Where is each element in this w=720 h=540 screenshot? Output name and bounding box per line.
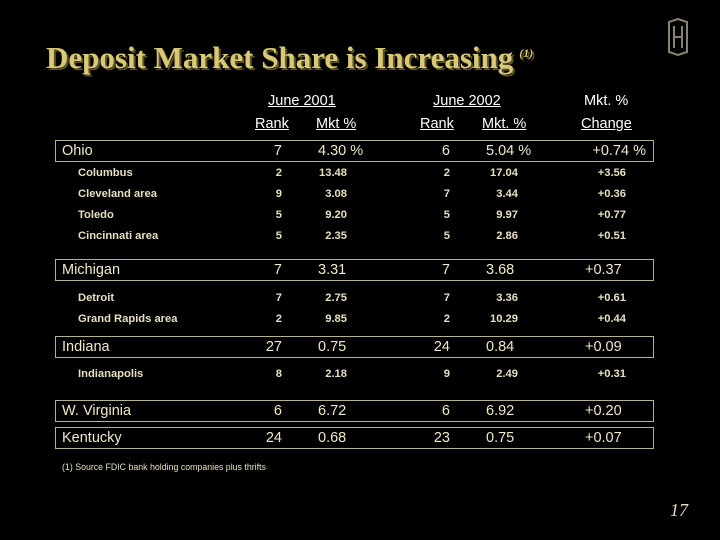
change: +0.51 (597, 230, 626, 242)
row-name: Michigan (62, 262, 121, 278)
rank-2001: 8 (275, 368, 282, 380)
mkt-2001: 0.68 (318, 430, 347, 446)
change: +0.74 % (592, 143, 646, 159)
rank-2001: 5 (275, 209, 282, 221)
footnote: (1) Source FDIC bank holding companies p… (62, 462, 266, 472)
mkt-2002: 2.86 (496, 230, 518, 242)
mkt-2001: 13.48 (319, 167, 347, 179)
rank-2002: 7 (441, 262, 450, 278)
header-june-2001: June 2001 (268, 93, 336, 109)
change: +0.20 (585, 403, 622, 419)
row-box-ohio (55, 140, 654, 162)
header-rank-2001: Rank (255, 116, 289, 132)
row-name: Ohio (62, 143, 93, 159)
row-name: Cleveland area (78, 188, 157, 200)
mkt-2001: 3.31 (318, 262, 347, 278)
rank-2002: 23 (433, 430, 450, 446)
mkt-2001: 4.30 % (318, 143, 364, 159)
mkt-2002: 10.29 (490, 313, 518, 325)
header-mkt-pct: Mkt. % (584, 93, 629, 109)
rank-2001: 2 (275, 167, 282, 179)
rank-2002: 6 (441, 143, 450, 159)
mkt-2001: 9.85 (325, 313, 347, 325)
change: +3.56 (597, 167, 626, 179)
rank-2001: 9 (275, 188, 282, 200)
rank-2002: 6 (441, 403, 450, 419)
change: +0.77 (597, 209, 626, 221)
change: +0.31 (597, 368, 626, 380)
rank-2002: 2 (443, 167, 450, 179)
row-name: Kentucky (62, 430, 122, 446)
row-box-michigan (55, 259, 654, 281)
rank-2002: 24 (433, 339, 450, 355)
header-rank-2002: Rank (420, 116, 454, 132)
mkt-2001: 6.72 (318, 403, 347, 419)
rank-2001: 2 (275, 313, 282, 325)
mkt-2002: 0.75 (486, 430, 515, 446)
row-name: Cincinnati area (78, 230, 159, 242)
rank-2002: 2 (443, 313, 450, 325)
row-name: Detroit (78, 292, 115, 304)
rank-2001: 7 (273, 262, 282, 278)
change: +0.37 (585, 262, 622, 278)
mkt-2002: 3.44 (496, 188, 518, 200)
rank-2001: 27 (265, 339, 282, 355)
change: +0.44 (597, 313, 626, 325)
rank-2002: 9 (443, 368, 450, 380)
header-june-2002: June 2002 (433, 93, 501, 109)
rank-2002: 7 (443, 292, 450, 304)
mkt-2001: 0.75 (318, 339, 347, 355)
title-footnote-marker: (1) (519, 45, 534, 60)
title-text: Deposit Market Share is Increasing (46, 40, 514, 75)
header-mkt-2002: Mkt. % (482, 116, 527, 132)
row-name: Indiana (62, 339, 110, 355)
rank-2002: 5 (443, 209, 450, 221)
mkt-2002: 0.84 (486, 339, 515, 355)
rank-2001: 5 (275, 230, 282, 242)
header-mkt-2001: Mkt % (316, 116, 357, 132)
mkt-2001: 2.18 (325, 368, 347, 380)
row-name: Columbus (78, 167, 133, 179)
row-box-kentucky (55, 427, 654, 449)
mkt-2001: 9.20 (325, 209, 347, 221)
mkt-2001: 3.08 (325, 188, 347, 200)
change: +0.36 (597, 188, 626, 200)
page-title: Deposit Market Share is Increasing (1) (46, 40, 533, 76)
rank-2002: 7 (443, 188, 450, 200)
mkt-2002: 6.92 (486, 403, 515, 419)
row-name: W. Virginia (62, 403, 132, 419)
row-name: Grand Rapids area (78, 313, 178, 325)
rank-2002: 5 (443, 230, 450, 242)
rank-2001: 7 (273, 143, 282, 159)
mkt-2002: 9.97 (496, 209, 518, 221)
mkt-2002: 2.49 (496, 368, 518, 380)
rank-2001: 6 (273, 403, 282, 419)
row-name: Toledo (78, 209, 114, 221)
rank-2001: 24 (265, 430, 282, 446)
mkt-2002: 5.04 % (486, 143, 532, 159)
row-name: Indianapolis (78, 368, 144, 380)
mkt-2002: 3.36 (496, 292, 518, 304)
mkt-2001: 2.75 (325, 292, 347, 304)
change: +0.09 (585, 339, 622, 355)
page-number: 17 (670, 500, 688, 520)
change: +0.07 (585, 430, 622, 446)
mkt-2002: 17.04 (490, 167, 518, 179)
header-change: Change (581, 116, 632, 132)
row-box-w-virginia (55, 400, 654, 422)
rank-2001: 7 (275, 292, 282, 304)
mkt-2002: 3.68 (486, 262, 515, 278)
mkt-2001: 2.35 (325, 230, 347, 242)
row-box-indiana (55, 336, 654, 358)
change: +0.61 (597, 292, 626, 304)
huntington-logo-icon (668, 18, 688, 56)
